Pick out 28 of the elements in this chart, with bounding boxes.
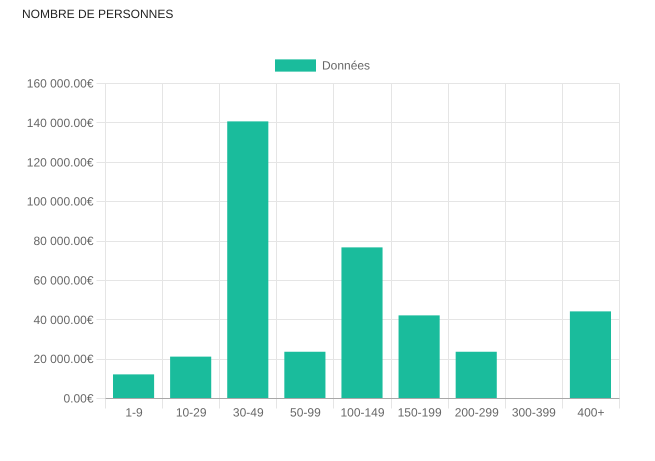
x-tick-label: 1-9: [125, 406, 144, 420]
y-tick-label: 160 000.00€: [26, 76, 94, 90]
x-tick-label: 200-299: [454, 406, 500, 420]
bar: [112, 374, 154, 398]
y-tick-label: 120 000.00€: [26, 155, 94, 170]
x-tick-label: 30-49: [232, 406, 264, 420]
y-tick-label: 20 000.00€: [33, 352, 94, 366]
y-tick-label: 140 000.00€: [26, 116, 94, 130]
bar: [170, 356, 212, 398]
x-tick-label: 300-399: [512, 406, 556, 420]
x-tick-label: 10-29: [176, 406, 207, 420]
bar: [398, 315, 440, 398]
y-tick-label: 80 000.00€: [33, 234, 94, 248]
bar: [456, 352, 497, 398]
bar: [227, 121, 268, 398]
bar: [570, 311, 612, 398]
chart-title: NOMBRE DE PERSONNES: [22, 7, 174, 21]
y-tick-label: 0.00€: [63, 392, 94, 406]
y-tick-label: 60 000.00€: [33, 273, 94, 288]
x-tick-label: 50-99: [290, 406, 322, 420]
bar: [284, 352, 326, 398]
x-tick-label: 150-199: [398, 406, 442, 420]
legend-label: Données: [322, 58, 370, 72]
x-tick-label: 400+: [577, 406, 604, 420]
y-tick-label: 40 000.00€: [33, 312, 94, 327]
y-tick-label: 100 000.00€: [26, 194, 94, 209]
x-tick-label: 100-149: [340, 406, 385, 420]
bar: [341, 247, 383, 398]
